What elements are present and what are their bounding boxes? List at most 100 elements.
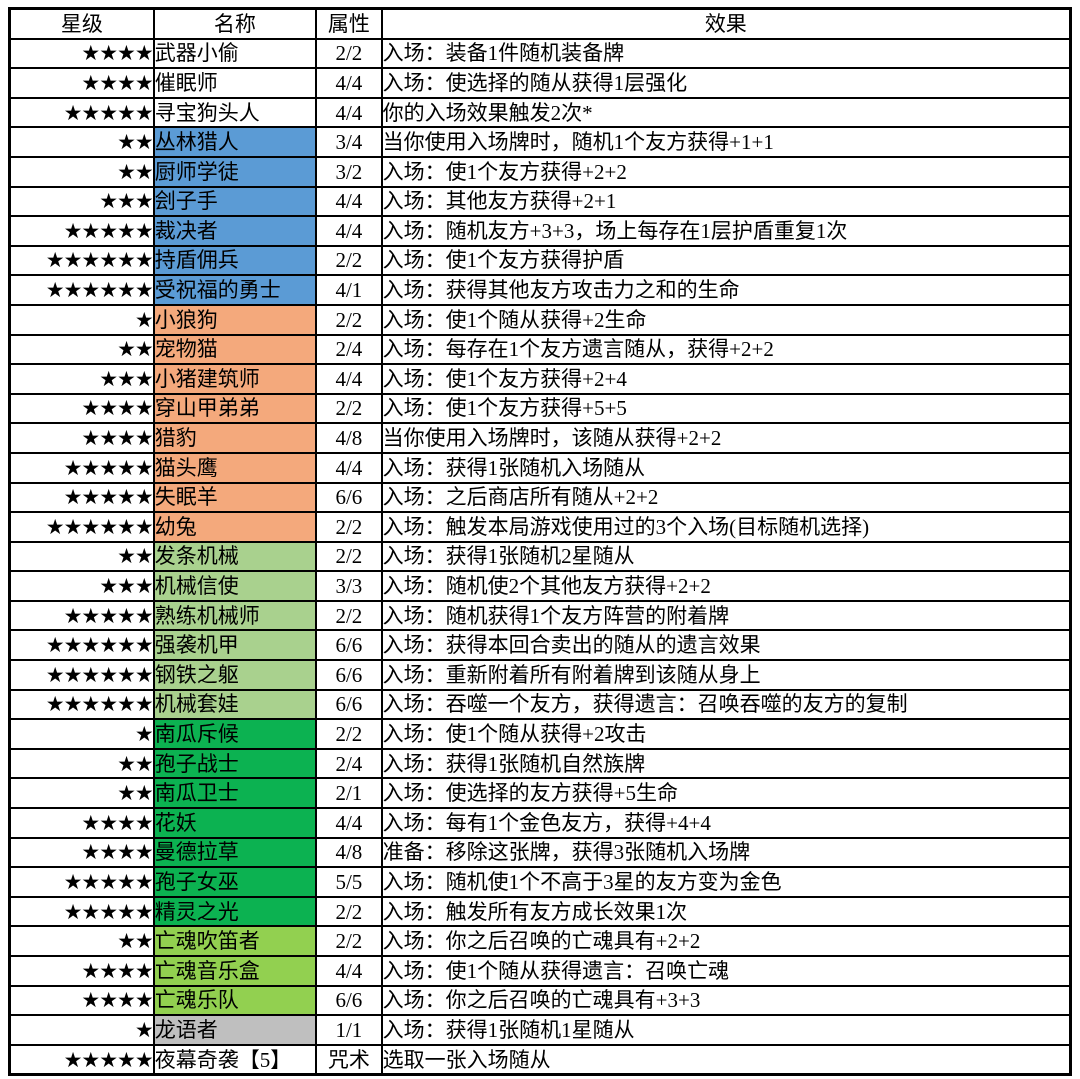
attr-cell: 4/4 <box>315 185 383 218</box>
stars-cell: ★★★★★ <box>8 96 155 129</box>
stars-cell: ★★★★★★ <box>8 629 155 662</box>
table-row: ★★★★★ 精灵之光 2/2 入场：触发所有友方成长效果1次 <box>8 895 1072 928</box>
stars-cell: ★★★ <box>8 570 155 602</box>
name-cell: 猎豹 <box>152 422 318 454</box>
attr-cell: 2/2 <box>315 244 383 277</box>
name-cell: 曼德拉草 <box>152 836 318 869</box>
header-row: 星级 名称 属性 效果 <box>8 7 1072 40</box>
table-row: ★★★★ 亡魂音乐盒 4/4 入场：使1个随从获得遗言：召唤亡魂 <box>8 955 1072 987</box>
effect-cell: 入场：使选择的随从获得1层强化 <box>380 67 1072 99</box>
effect-cell: 入场：获得1张随机自然族牌 <box>380 747 1072 780</box>
effect-cell: 入场：重新附着所有附着牌到该随从身上 <box>380 659 1072 691</box>
stars-cell: ★★★★ <box>8 984 155 1017</box>
attr-cell: 4/4 <box>315 96 383 129</box>
attr-cell: 4/4 <box>315 451 383 484</box>
table-row: ★★ 孢子战士 2/4 入场：获得1张随机自然族牌 <box>8 747 1072 780</box>
effect-cell: 入场：你之后召唤的亡魂具有+3+3 <box>380 984 1072 1017</box>
table-row: ★★ 厨师学徒 3/2 入场：使1个友方获得+2+2 <box>8 155 1072 188</box>
table-row: ★★★★★ 猫头鹰 4/4 入场：获得1张随机入场随从 <box>8 451 1072 484</box>
effect-cell: 入场：随机使2个其他友方获得+2+2 <box>380 570 1072 602</box>
table-row: ★★★★ 猎豹 4/8 当你使用入场牌时，该随从获得+2+2 <box>8 422 1072 454</box>
name-cell: 亡魂音乐盒 <box>152 955 318 987</box>
effect-cell: 入场：获得1张随机入场随从 <box>380 451 1072 484</box>
name-cell: 穿山甲弟弟 <box>152 392 318 425</box>
stars-cell: ★★★ <box>8 363 155 395</box>
table-row: ★★★★★★ 受祝福的勇士 4/1 入场：获得其他友方攻击力之和的生命 <box>8 274 1072 306</box>
effect-cell: 当你使用入场牌时，随机1个友方获得+1+1 <box>380 126 1072 158</box>
name-cell: 亡魂吹笛者 <box>152 925 318 957</box>
stars-cell: ★ <box>8 303 155 336</box>
effect-cell: 入场：使1个友方获得护盾 <box>380 244 1072 277</box>
effect-cell: 入场：之后商店所有随从+2+2 <box>380 481 1072 514</box>
attr-cell: 2/4 <box>315 747 383 780</box>
effect-cell: 入场：使1个随从获得+2生命 <box>380 303 1072 336</box>
table-row: ★ 南瓜斥候 2/2 入场：使1个随从获得+2攻击 <box>8 718 1072 750</box>
header-stars: 星级 <box>8 7 155 40</box>
effect-cell: 当你使用入场牌时，该随从获得+2+2 <box>380 422 1072 454</box>
stars-cell: ★★ <box>8 155 155 188</box>
table-row: ★★★ 刽子手 4/4 入场：其他友方获得+2+1 <box>8 185 1072 218</box>
name-cell: 裁决者 <box>152 215 318 247</box>
stars-cell: ★★ <box>8 925 155 957</box>
table-row: ★★★ 机械信使 3/3 入场：随机使2个其他友方获得+2+2 <box>8 570 1072 602</box>
table-row: ★★ 宠物猫 2/4 入场：每存在1个友方遗言随从，获得+2+2 <box>8 333 1072 366</box>
name-cell: 幼兔 <box>152 511 318 543</box>
effect-cell: 入场：使1个随从获得+2攻击 <box>380 718 1072 750</box>
effect-cell: 入场：随机获得1个友方阵营的附着牌 <box>380 599 1072 632</box>
attr-cell: 1/1 <box>315 1014 383 1046</box>
attr-cell: 6/6 <box>315 629 383 662</box>
attr-cell: 6/6 <box>315 688 383 721</box>
effect-cell: 入场：使1个随从获得遗言：召唤亡魂 <box>380 955 1072 987</box>
attr-cell: 4/8 <box>315 836 383 869</box>
stars-cell: ★★★★ <box>8 836 155 869</box>
table-row: ★★★★★★ 机械套娃 6/6 入场：吞噬一个友方，获得遗言：召唤吞噬的友方的复制 <box>8 688 1072 721</box>
attr-cell: 4/4 <box>315 807 383 839</box>
stars-cell: ★★ <box>8 333 155 366</box>
table-row: ★★★★ 亡魂乐队 6/6 入场：你之后召唤的亡魂具有+3+3 <box>8 984 1072 1017</box>
effect-cell: 入场：你之后召唤的亡魂具有+2+2 <box>380 925 1072 957</box>
name-cell: 花妖 <box>152 807 318 839</box>
effect-cell: 入场：获得本回合卖出的随从的遗言效果 <box>380 629 1072 662</box>
stars-cell: ★★★★★ <box>8 599 155 632</box>
attr-cell: 4/4 <box>315 215 383 247</box>
attr-cell: 2/1 <box>315 777 383 810</box>
attr-cell: 2/4 <box>315 333 383 366</box>
name-cell: 刽子手 <box>152 185 318 218</box>
effect-cell: 选取一张入场随从 <box>380 1043 1072 1076</box>
name-cell: 催眠师 <box>152 67 318 99</box>
stars-cell: ★★★★★ <box>8 451 155 484</box>
attr-cell: 6/6 <box>315 481 383 514</box>
table-row: ★★★★★ 寻宝狗头人 4/4 你的入场效果触发2次* <box>8 96 1072 129</box>
name-cell: 厨师学徒 <box>152 155 318 188</box>
effect-cell: 入场：触发本局游戏使用过的3个入场(目标随机选择) <box>380 511 1072 543</box>
table-row: ★★ 亡魂吹笛者 2/2 入场：你之后召唤的亡魂具有+2+2 <box>8 925 1072 957</box>
effect-cell: 入场：随机友方+3+3，场上每存在1层护盾重复1次 <box>380 215 1072 247</box>
stars-cell: ★ <box>8 1014 155 1046</box>
name-cell: 强袭机甲 <box>152 629 318 662</box>
table-row: ★★★ 小猪建筑师 4/4 入场：使1个友方获得+2+4 <box>8 363 1072 395</box>
stars-cell: ★★★★ <box>8 422 155 454</box>
attr-cell: 2/2 <box>315 392 383 425</box>
table-row: ★★★★★★ 持盾佣兵 2/2 入场：使1个友方获得护盾 <box>8 244 1072 277</box>
table-row: ★★ 南瓜卫士 2/1 入场：使选择的友方获得+5生命 <box>8 777 1072 810</box>
attr-cell: 咒术 <box>315 1043 383 1076</box>
stars-cell: ★★★★★ <box>8 481 155 514</box>
name-cell: 小狼狗 <box>152 303 318 336</box>
attr-cell: 2/2 <box>315 511 383 543</box>
name-cell: 机械套娃 <box>152 688 318 721</box>
effect-cell: 准备：移除这张牌，获得3张随机入场牌 <box>380 836 1072 869</box>
stars-cell: ★ <box>8 718 155 750</box>
attr-cell: 2/2 <box>315 540 383 573</box>
table-row: ★★ 发条机械 2/2 入场：获得1张随机2星随从 <box>8 540 1072 573</box>
effect-cell: 入场：获得其他友方攻击力之和的生命 <box>380 274 1072 306</box>
attr-cell: 6/6 <box>315 659 383 691</box>
effect-cell: 入场：获得1张随机2星随从 <box>380 540 1072 573</box>
effect-cell: 入场：吞噬一个友方，获得遗言：召唤吞噬的友方的复制 <box>380 688 1072 721</box>
table-row: ★★★★ 武器小偷 2/2 入场：装备1件随机装备牌 <box>8 37 1072 70</box>
effect-cell: 入场：其他友方获得+2+1 <box>380 185 1072 218</box>
table-row: ★★★★ 催眠师 4/4 入场：使选择的随从获得1层强化 <box>8 67 1072 99</box>
header-attr: 属性 <box>315 7 383 40</box>
name-cell: 丛林猎人 <box>152 126 318 158</box>
name-cell: 受祝福的勇士 <box>152 274 318 306</box>
